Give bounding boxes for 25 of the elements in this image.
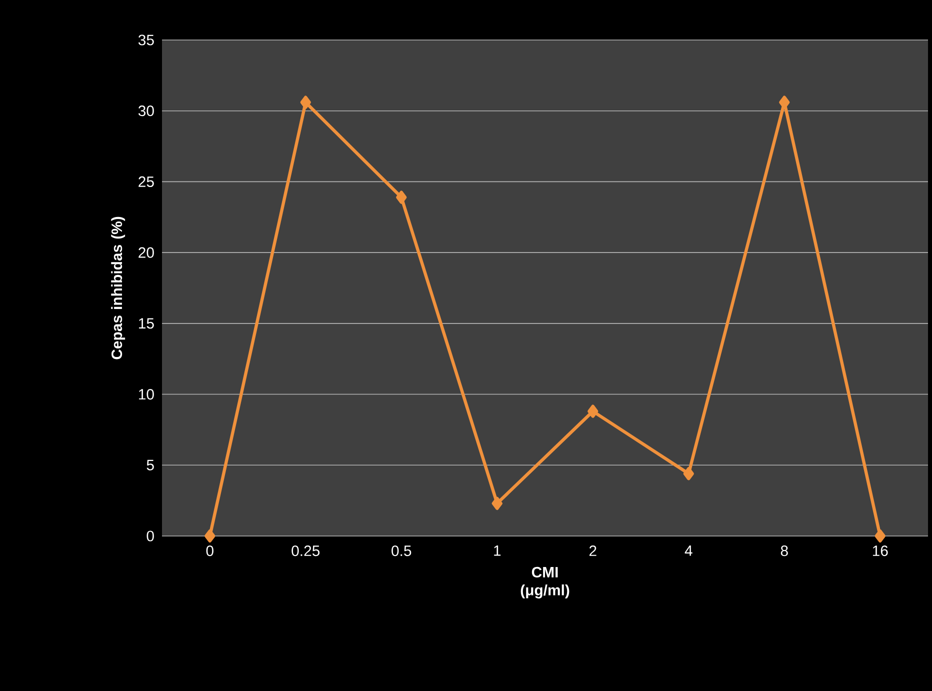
y-tick-label: 5 [146, 460, 154, 470]
y-axis-title: Cepas inhibidas (%) [111, 216, 126, 360]
point [588, 404, 598, 418]
point [492, 496, 502, 510]
x-tick-label: 0.5 [392, 545, 412, 556]
x-tick-label: 0.25 [292, 545, 320, 556]
x-axis-title: CMI (μg/ml) [520, 566, 570, 598]
x-tick-label: 8 [780, 545, 788, 556]
x-tick-label: 0 [206, 545, 214, 556]
point [204, 529, 216, 543]
y-tick-label: 0 [146, 530, 154, 542]
x-tick-label: 4 [684, 545, 692, 556]
point [300, 96, 311, 109]
y-tick-label: 25 [138, 176, 154, 187]
x-tick-label: 16 [872, 545, 888, 556]
x-tick-label: 1 [494, 545, 501, 556]
y-tick-label: 10 [139, 388, 154, 400]
y-tick-label: 20 [138, 247, 154, 258]
y-tick-label: 30 [138, 106, 154, 116]
point [683, 467, 694, 480]
point [874, 529, 886, 543]
x-tick-label: 2 [589, 545, 596, 556]
y-tick-label: 15 [139, 318, 154, 329]
point [396, 190, 407, 204]
y-tick-label: 35 [138, 34, 154, 46]
